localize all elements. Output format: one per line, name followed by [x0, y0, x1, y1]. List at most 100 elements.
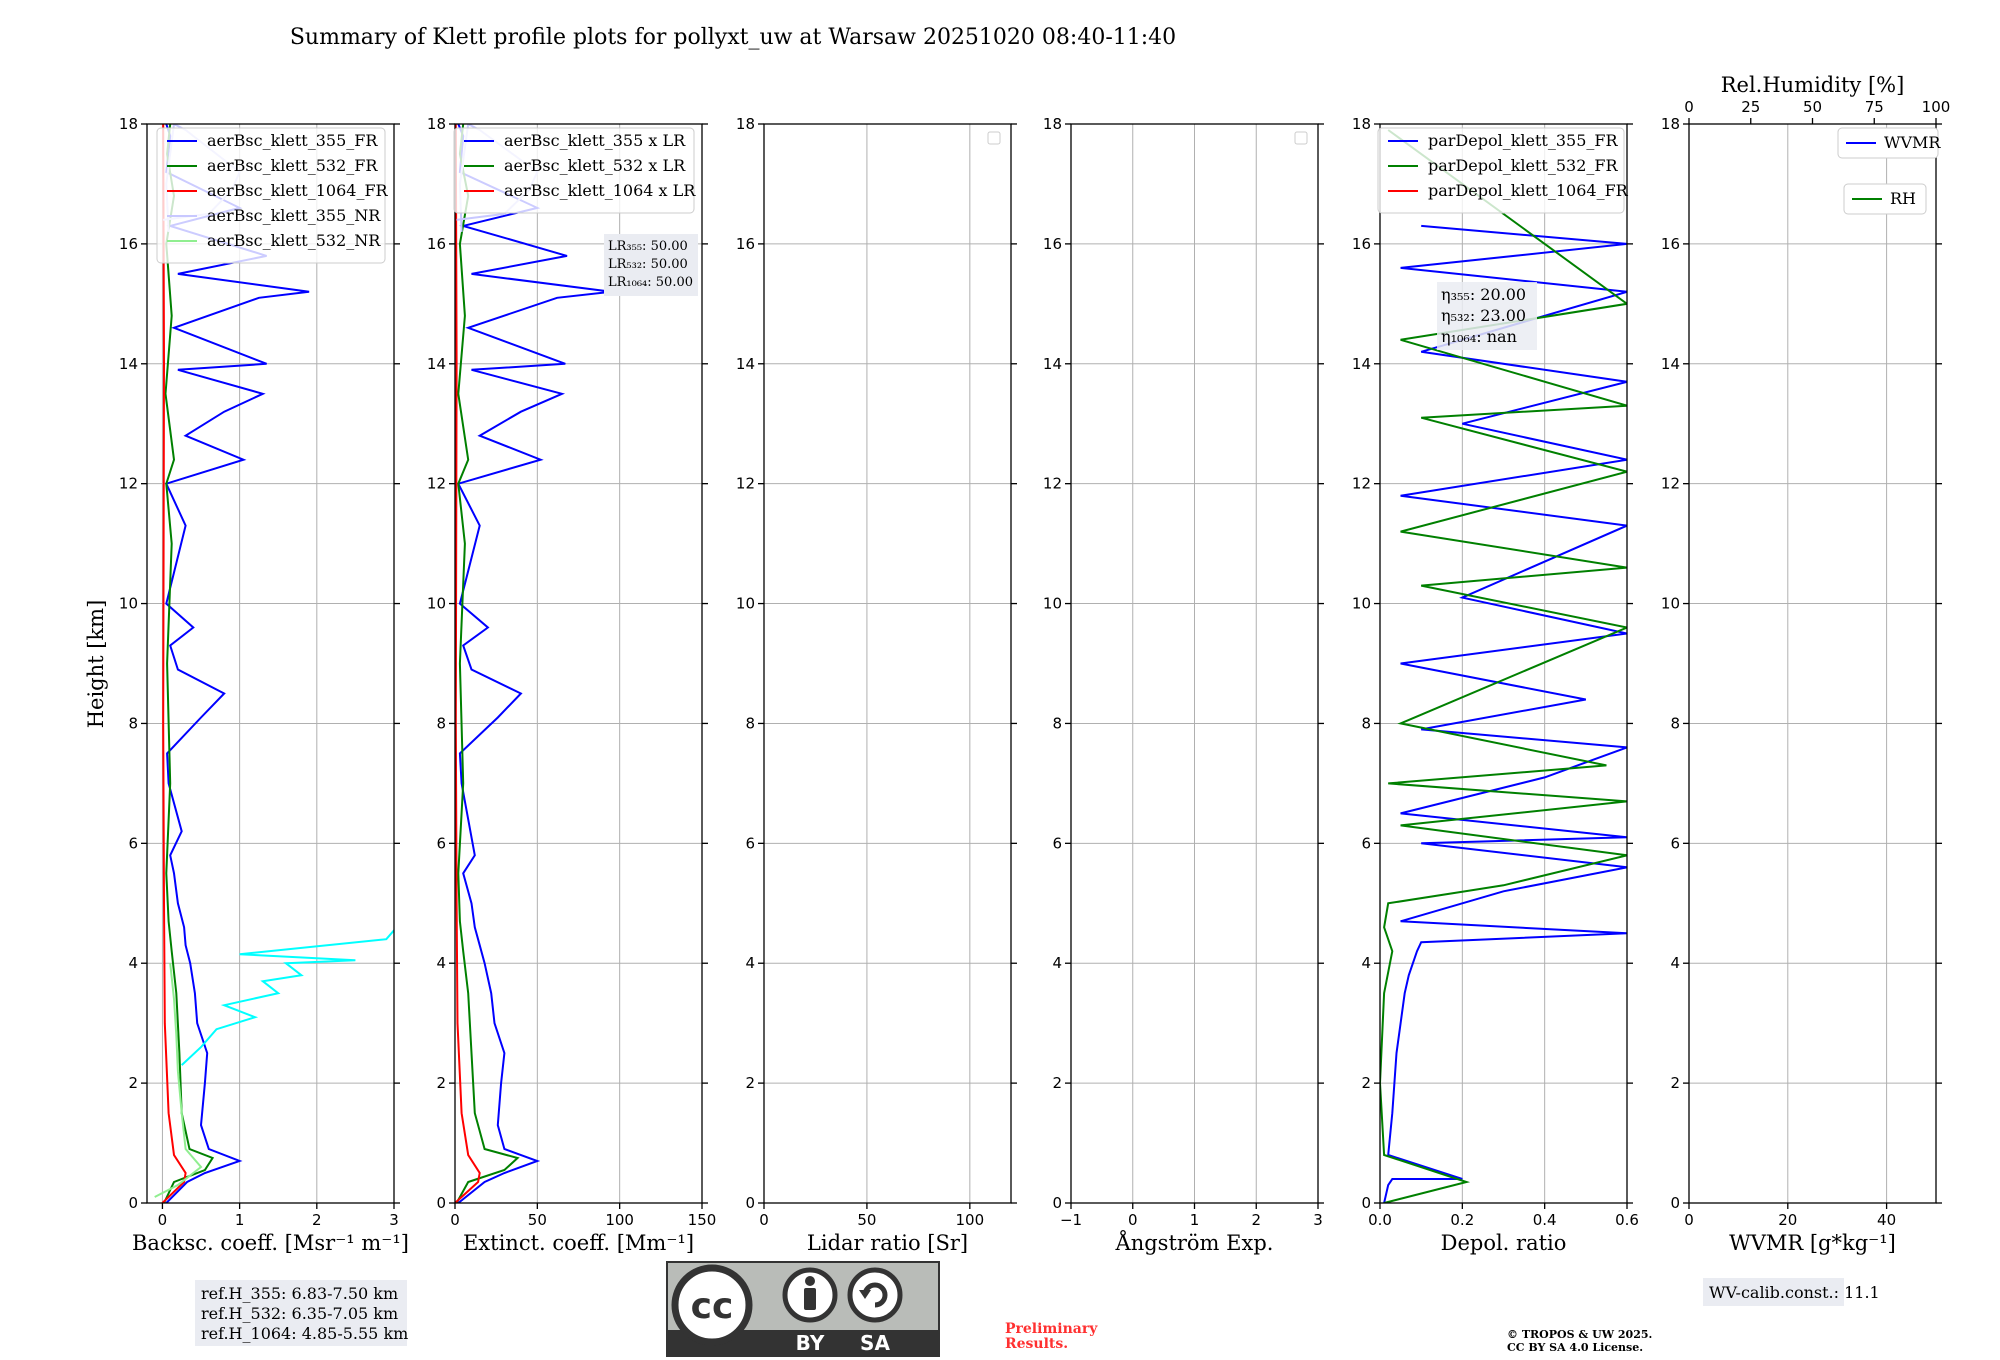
legend-label-aerBsc_klett_355_NR: aerBsc_klett_355_NR: [207, 206, 381, 225]
y-tick-label-3: 6: [128, 834, 138, 852]
x-axis-label: WVMR [g*kg⁻¹]: [1729, 1231, 1896, 1255]
y-tick-label-5: 10: [119, 595, 138, 613]
badge-sa-label: SA: [860, 1331, 890, 1355]
y-tick-label-2: 4: [436, 954, 446, 972]
ref-height-1064: ref.H_1064: 4.85-5.55 km: [201, 1324, 408, 1343]
x-tick-label-1: 0.2: [1450, 1211, 1474, 1229]
panel-depolarization: 0.0 0.2 0.4 0.6 0 2 4 6 8 10 12 14 16 18 Depol. ratio p…: [1352, 115, 1639, 1255]
x-axis-label: Backsc. coeff. [Msr⁻¹ m⁻¹]: [132, 1231, 409, 1255]
x-tick-label-1: 50: [857, 1211, 876, 1229]
y-tick-label-8: 16: [736, 235, 755, 253]
legend-label-aerBsc_klett_355_FR: aerBsc_klett_355_FR: [207, 131, 378, 150]
y-tick-label-1: 2: [128, 1074, 138, 1092]
series-line-aerBsc_klett_1064_FR: [161, 124, 187, 1203]
preliminary-note-line2: Results.: [1005, 1336, 1068, 1352]
y-tick-label-6: 12: [119, 475, 138, 493]
axes-frame: [763, 123, 1012, 1204]
x-tick-label-3: 3: [389, 1211, 399, 1229]
y-tick-label-6: 12: [1043, 475, 1062, 493]
figure-title: Summary of Klett profile plots for polly…: [290, 25, 1176, 50]
legend-box: [453, 127, 695, 214]
x-tick-label-1: 1: [235, 1211, 245, 1229]
y-tick-label-9: 18: [119, 115, 138, 133]
axes-frame: [1688, 123, 1937, 1204]
y-tick-label-1: 2: [1052, 1074, 1062, 1092]
empty-legend-box: [987, 131, 1001, 145]
series-line-extra-5: [181, 929, 394, 1066]
top-x-tick-label-1: 25: [1741, 98, 1760, 116]
y-tick-label-5: 10: [1352, 595, 1371, 613]
y-tick-label-4: 8: [128, 714, 138, 732]
ref-height-355: ref.H_355: 6.83-7.50 km: [201, 1284, 398, 1303]
y-tick-label-7: 14: [1661, 355, 1680, 373]
x-tick-label-0: 0: [158, 1211, 168, 1229]
wv-calib-box: WV-calib.const.: 11.1: [1703, 1278, 1880, 1306]
y-tick-label-8: 16: [1043, 235, 1062, 253]
legend-label-parDepol_klett_355_FR: parDepol_klett_355_FR: [1428, 131, 1619, 150]
y-tick-label-2: 4: [745, 954, 755, 972]
legend-label-aerBsc_klett_1064_FR: aerBsc_klett_1064_FR: [207, 181, 389, 200]
axes-frame: [454, 123, 703, 1204]
legend-label-aerBsc_klett_532_FR: aerBsc_klett_532_FR: [207, 156, 378, 175]
legend-box: [1377, 127, 1625, 214]
y-tick-label-3: 6: [1052, 834, 1062, 852]
legend-label-aerBsc_klett_532_NR: aerBsc_klett_532_NR: [207, 231, 381, 250]
cc-logo-icon: [671, 1264, 753, 1346]
y-tick-label-7: 14: [119, 355, 138, 373]
y-tick-label-8: 16: [1661, 235, 1680, 253]
cc-license-badge: cc BY SA: [666, 1261, 940, 1357]
series-line-aerBsc_klett_532_NR: [154, 963, 203, 1198]
sa-share-alike-icon: [847, 1267, 903, 1323]
y-tick-label-5: 10: [1043, 595, 1062, 613]
series-line-aerBsc_klett_532 x LR: [455, 124, 520, 1203]
y-tick-label-9: 18: [1043, 115, 1062, 133]
y-tick-label-1: 2: [745, 1074, 755, 1092]
y-tick-label-9: 18: [1661, 115, 1680, 133]
y-tick-label-4: 8: [745, 714, 755, 732]
top-x-tick-label-4: 100: [1922, 98, 1951, 116]
ref-height-532: ref.H_532: 6.35-7.05 km: [201, 1304, 398, 1323]
annotation-box: η₃₅₅: 20.00 η₅₃₂: 23.00 η₁₀₆₄: nan: [1437, 282, 1537, 350]
y-tick-label-8: 16: [119, 235, 138, 253]
legend-label-parDepol_klett_1064_FR: parDepol_klett_1064_FR: [1428, 181, 1629, 200]
legend-label-aerBsc_klett_532 x LR: aerBsc_klett_532 x LR: [504, 156, 686, 175]
x-tick-label-3: 0.6: [1615, 1211, 1639, 1229]
x-tick-label-2: 100: [956, 1211, 985, 1229]
legend-label-WVMR: WVMR: [1884, 133, 1941, 152]
panel-wvmr: 0 20 40 0 2 4 6 8 10 12 14 16 18 WVMR [g*kg⁻¹] 0 25 50 75…: [1661, 73, 1950, 1255]
legend: aerBsc_klett_355 x LR aerBsc_klett_532 x …: [453, 127, 696, 214]
y-tick-label-7: 14: [427, 355, 446, 373]
y-tick-label-8: 16: [1352, 235, 1371, 253]
y-tick-label-7: 14: [736, 355, 755, 373]
x-axis-label: Extinct. coeff. [Mm⁻¹]: [463, 1231, 694, 1255]
top-x-tick-label-2: 50: [1803, 98, 1822, 116]
y-tick-label-0: 0: [128, 1194, 138, 1212]
axes-frame: [1379, 123, 1628, 1204]
y-tick-label-5: 10: [1661, 595, 1680, 613]
x-tick-label-3: 2: [1251, 1211, 1261, 1229]
annotation-bg: [604, 234, 698, 296]
legend-box-WVMR: [1837, 127, 1939, 159]
y-tick-label-3: 6: [436, 834, 446, 852]
legend-label-aerBsc_klett_1064 x LR: aerBsc_klett_1064 x LR: [504, 181, 696, 200]
copyright-line1: © TROPOS & UW 2025.: [1507, 1328, 1652, 1341]
legend-label-aerBsc_klett_355 x LR: aerBsc_klett_355 x LR: [504, 131, 686, 150]
wv-calib-text: WV-calib.const.: 11.1: [1709, 1283, 1880, 1302]
preliminary-note-line1: Preliminary: [1005, 1321, 1098, 1337]
axes-frame: [146, 123, 395, 1204]
y-tick-label-2: 4: [128, 954, 138, 972]
x-tick-label-0: 0: [759, 1211, 769, 1229]
series-line-aerBsc_klett_1064 x LR: [455, 124, 481, 1203]
series-line-aerBsc_klett_355_FR: [164, 124, 310, 1203]
x-tick-label-1: 0: [1128, 1211, 1138, 1229]
legend: parDepol_klett_355_FR parDepol_klett_532_…: [1377, 127, 1629, 214]
lidar-ratio-annotation-2: LR₁₀₆₄: 50.00: [608, 275, 693, 290]
series-line-parDepol_klett_532_FR: [1380, 129, 1627, 1203]
legend-label-RH: RH: [1890, 189, 1916, 208]
panel-lidar_ratio: 0 50 100 0 2 4 6 8 10 12 14 16 18 Lidar ratio [Sr]: [736, 115, 1017, 1255]
y-tick-label-5: 10: [427, 595, 446, 613]
x-axis-label: Depol. ratio: [1441, 1231, 1567, 1255]
y-tick-label-6: 12: [1352, 475, 1371, 493]
y-tick-label-9: 18: [736, 115, 755, 133]
